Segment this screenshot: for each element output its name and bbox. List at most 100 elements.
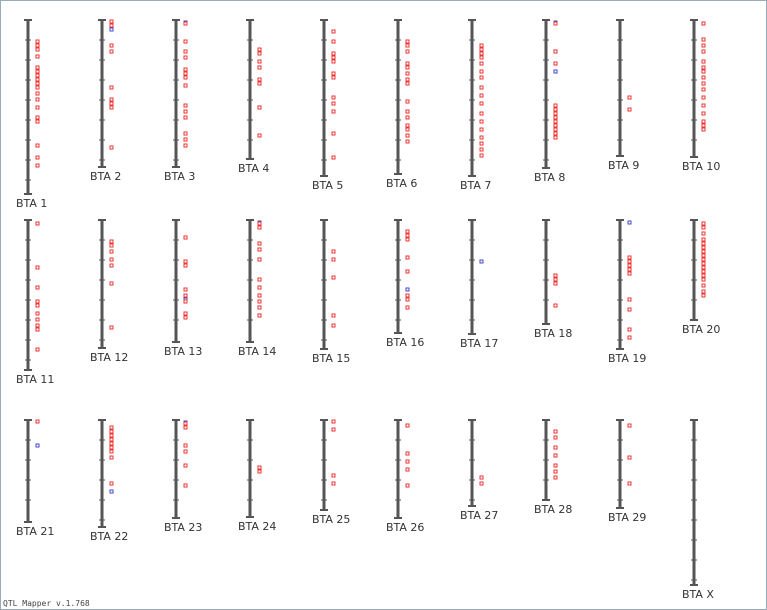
qtl-marker	[257, 133, 262, 138]
qtl-marker	[35, 323, 40, 328]
qtl-marker	[257, 293, 262, 298]
footer: QTL Mapper v.1.768	[3, 599, 90, 608]
qtl-marker	[109, 85, 114, 90]
qtl-marker	[331, 101, 336, 106]
qtl-marker	[405, 65, 410, 70]
chromosome-label: BTA 22	[90, 530, 128, 543]
qtl-marker	[479, 69, 484, 74]
qtl-marker	[701, 269, 706, 274]
qtl-marker	[331, 55, 336, 60]
chromosome-label: BTA 18	[534, 327, 572, 340]
qtl-marker	[479, 111, 484, 116]
qtl-marker	[479, 85, 484, 90]
qtl-marker	[701, 225, 706, 230]
qtl-marker	[701, 289, 706, 294]
chromosome-label: BTA 2	[90, 170, 121, 183]
qtl-marker	[257, 299, 262, 304]
qtl-marker	[405, 39, 410, 44]
qtl-marker	[35, 419, 40, 424]
qtl-marker	[35, 77, 40, 82]
qtl-marker	[405, 293, 410, 298]
qtl-marker	[627, 307, 632, 312]
qtl-marker	[109, 433, 114, 438]
qtl-marker	[627, 255, 632, 260]
qtl-marker	[35, 47, 40, 52]
qtl-marker	[183, 103, 188, 108]
qtl-marker	[405, 459, 410, 464]
qtl-marker	[627, 481, 632, 486]
qtl-marker	[627, 271, 632, 276]
qtl-marker	[479, 127, 484, 132]
qtl-marker	[331, 275, 336, 280]
qtl-marker	[109, 437, 114, 442]
chromosome-label: BTA 25	[312, 513, 350, 526]
qtl-marker	[553, 463, 558, 468]
qtl-marker	[183, 259, 188, 264]
qtl-marker	[35, 327, 40, 332]
qtl-marker	[257, 247, 262, 252]
qtl-marker	[109, 455, 114, 460]
qtl-marker	[257, 277, 262, 282]
qtl-marker	[35, 311, 40, 316]
qtl-marker	[35, 299, 40, 304]
qtl-marker	[627, 423, 632, 428]
qtl-marker	[405, 423, 410, 428]
qtl-marker	[331, 29, 336, 34]
qtl-marker	[257, 47, 262, 52]
qtl-marker	[331, 473, 336, 478]
qtl-marker	[35, 119, 40, 124]
qtl-marker	[35, 69, 40, 74]
qtl-marker	[183, 463, 188, 468]
qtl-marker	[405, 237, 410, 242]
qtl-marker	[183, 75, 188, 80]
qtl-marker	[35, 155, 40, 160]
qtl-marker	[553, 475, 558, 480]
qtl-marker	[627, 267, 632, 272]
qtl-marker	[183, 235, 188, 240]
qtl-marker	[701, 273, 706, 278]
qtl-marker	[479, 147, 484, 152]
qtl-marker	[553, 303, 558, 308]
qtl-marker	[553, 61, 558, 66]
qtl-marker	[257, 285, 262, 290]
qtl-marker	[701, 257, 706, 262]
qtl-marker	[627, 220, 632, 225]
qtl-marker	[109, 101, 114, 106]
qtl-marker	[257, 51, 262, 56]
qtl-marker	[35, 91, 40, 96]
chromosome-label: BTA 4	[238, 162, 269, 175]
qtl-marker	[109, 449, 114, 454]
qtl-marker	[405, 43, 410, 48]
qtl-marker	[701, 21, 706, 26]
qtl-marker	[183, 483, 188, 488]
qtl-marker	[405, 77, 410, 82]
qtl-marker	[183, 299, 188, 304]
qtl-marker	[627, 259, 632, 264]
qtl-marker	[183, 263, 188, 268]
qtl-marker	[183, 443, 188, 448]
qtl-marker	[109, 19, 114, 24]
qtl-marker	[479, 135, 484, 140]
qtl-marker	[183, 287, 188, 292]
qtl-marker	[109, 27, 114, 32]
qtl-marker	[35, 221, 40, 226]
qtl-marker	[35, 143, 40, 148]
qtl-marker	[701, 43, 706, 48]
qtl-marker	[701, 69, 706, 74]
qtl-marker	[405, 287, 410, 292]
qtl-marker	[479, 61, 484, 66]
qtl-marker	[479, 153, 484, 158]
qtl-marker	[109, 441, 114, 446]
qtl-marker	[405, 115, 410, 120]
qtl-marker	[109, 49, 114, 54]
qtl-marker	[553, 119, 558, 124]
qtl-marker	[627, 95, 632, 100]
qtl-marker	[553, 103, 558, 108]
qtl-marker	[183, 315, 188, 320]
qtl-marker	[405, 81, 410, 86]
qtl-marker	[257, 241, 262, 246]
qtl-marker	[35, 163, 40, 168]
qtl-marker	[183, 55, 188, 60]
qtl-marker	[553, 123, 558, 128]
